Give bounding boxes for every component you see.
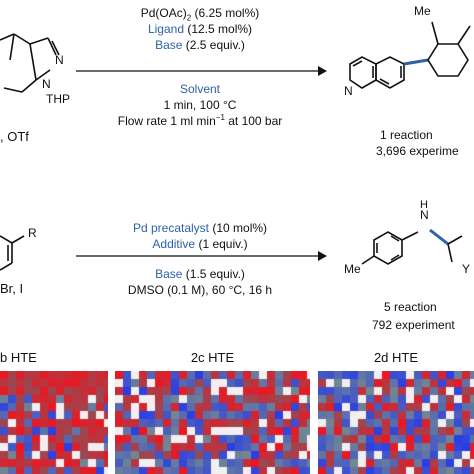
reaction1-leaving-groups: , OTf [0, 129, 29, 144]
reagent-pd-oac-text: Pd(OAc) [140, 6, 187, 20]
reaction1-experiments: 3,696 experime [376, 144, 459, 158]
reagent-pd-oac-sub: 2 [186, 13, 192, 23]
reagent-additive-text: Additive [152, 237, 196, 251]
reagent-additive: Additive (1 equiv.) [100, 237, 300, 251]
product2-methyl-label: Me [344, 262, 361, 276]
condition-flow-rate-sup: −1 [215, 113, 225, 122]
pyrazole-structure [0, 33, 60, 93]
heatmap-label-b: b HTE [0, 350, 37, 365]
heatmap-label-2c: 2c HTE [190, 350, 235, 365]
reagent-pd-precatalyst-text: Pd precatalyst [132, 221, 210, 235]
aryl-halide-structure [0, 235, 25, 271]
reaction1-arrow [76, 66, 327, 76]
reaction2-experiments: 792 experiment [372, 318, 455, 332]
reaction1-count: 1 reaction [380, 128, 433, 142]
reagent-base-2: Base (1.5 equiv.) [100, 267, 300, 281]
product2-y-label: Y [462, 262, 471, 276]
quinoline-n-label: N [344, 84, 353, 98]
heatmap-b [0, 371, 108, 474]
reaction2-halides: Br, I [0, 281, 24, 296]
reagent-additive-amount: (1 equiv.) [195, 237, 248, 251]
condition-flow-rate-text: Flow rate 1 ml min [117, 114, 216, 128]
condition-flow-rate-rest: at 100 bar [224, 114, 283, 128]
reagent-ligand: Ligand (12.5 mol%) [100, 22, 300, 36]
product2-h-label: H [420, 199, 428, 211]
reagent-base-2-text: Base [155, 267, 183, 281]
thp-label: THP [46, 92, 70, 106]
reaction2-arrow [76, 251, 327, 261]
heatmap-label-2d: 2d HTE [373, 350, 419, 365]
reagent-pd-precatalyst-amount: (10 mol%) [209, 221, 268, 235]
reagent-base-amount: (2.5 equiv.) [182, 38, 245, 52]
reagent-base: Base (2.5 equiv.) [100, 38, 300, 52]
condition-flow-rate: Flow rate 1 ml min−1 at 100 bar [90, 113, 310, 129]
condition-solvent: Solvent [179, 82, 221, 96]
reaction2-count: 5 reaction [384, 300, 437, 314]
reagent-base-text: Base [155, 38, 183, 52]
condition-time-temp: 1 min, 100 °C [163, 98, 237, 112]
reagent-pd-precatalyst: Pd precatalyst (10 mol%) [100, 221, 300, 235]
product1-methyl-label: Me [414, 4, 431, 18]
reagent-ligand-amount: (12.5 mol%) [184, 22, 253, 36]
condition-dmso: DMSO (0.1 M), 60 °C, 16 h [127, 283, 273, 297]
aryl-halide-r-label: R [28, 226, 37, 240]
reagent-base-2-amount: (1.5 equiv.) [182, 267, 245, 281]
reagent-pd-oac-amount: (6.25 mol%) [191, 6, 260, 20]
pyrazole-n-label: N [55, 53, 64, 67]
aniline-product-structure [361, 228, 463, 265]
pyrazole-n1-label: N [42, 77, 51, 91]
heatmap-2d [318, 371, 474, 474]
reagent-ligand-text: Ligand [147, 22, 184, 36]
reagent-pd-oac: Pd(OAc)2 (6.25 mol%) [100, 6, 300, 23]
quinoline-product-structure [349, 21, 471, 89]
product2-n-label: N [420, 208, 429, 222]
heatmap-2c [115, 371, 310, 474]
